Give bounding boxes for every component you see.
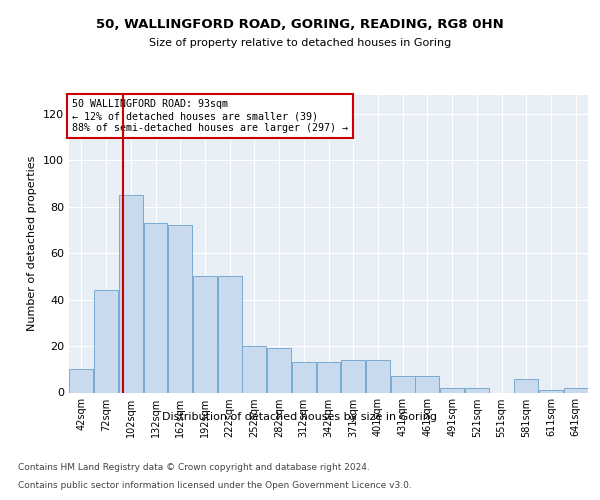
Bar <box>168 225 192 392</box>
Bar <box>267 348 291 393</box>
Bar <box>292 362 316 392</box>
Bar <box>70 370 94 392</box>
Text: Distribution of detached houses by size in Goring: Distribution of detached houses by size … <box>163 412 437 422</box>
Text: Size of property relative to detached houses in Goring: Size of property relative to detached ho… <box>149 38 451 48</box>
Bar <box>366 360 390 392</box>
Bar <box>415 376 439 392</box>
Bar <box>119 195 143 392</box>
Bar <box>440 388 464 392</box>
Bar <box>465 388 489 392</box>
Bar <box>514 378 538 392</box>
Bar <box>539 390 563 392</box>
Bar <box>341 360 365 392</box>
Text: 50, WALLINGFORD ROAD, GORING, READING, RG8 0HN: 50, WALLINGFORD ROAD, GORING, READING, R… <box>96 18 504 30</box>
Bar <box>242 346 266 393</box>
Bar <box>391 376 415 392</box>
Text: Contains public sector information licensed under the Open Government Licence v3: Contains public sector information licen… <box>18 481 412 490</box>
Bar <box>94 290 118 392</box>
Text: 50 WALLINGFORD ROAD: 93sqm
← 12% of detached houses are smaller (39)
88% of semi: 50 WALLINGFORD ROAD: 93sqm ← 12% of deta… <box>71 100 347 132</box>
Bar <box>563 388 587 392</box>
Bar <box>317 362 340 392</box>
Bar <box>193 276 217 392</box>
Y-axis label: Number of detached properties: Number of detached properties <box>28 156 37 332</box>
Bar <box>218 276 242 392</box>
Text: Contains HM Land Registry data © Crown copyright and database right 2024.: Contains HM Land Registry data © Crown c… <box>18 462 370 471</box>
Bar <box>143 223 167 392</box>
